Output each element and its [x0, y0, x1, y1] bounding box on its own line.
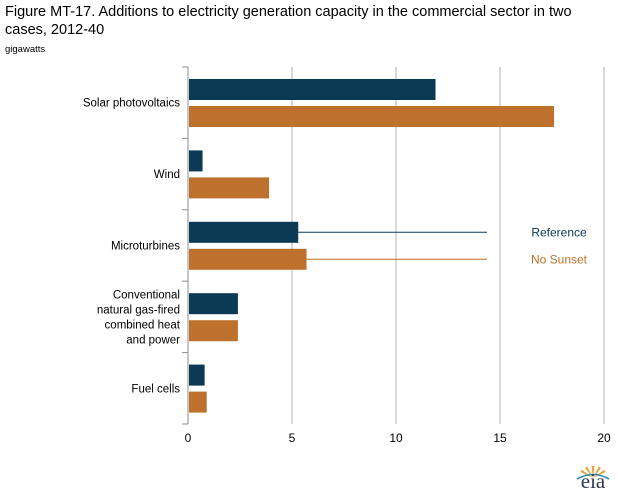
bar-reference [189, 150, 203, 172]
bars [189, 79, 555, 413]
bar-no-sunset [189, 320, 238, 342]
bar-reference [189, 221, 299, 243]
sun-rays-icon [576, 466, 610, 480]
unit-label: gigawatts [5, 44, 46, 55]
x-tick-labels: 0 5 10 15 20 [185, 431, 611, 445]
bar-no-sunset [189, 177, 270, 199]
x-tick-label: 15 [493, 431, 507, 445]
axes [182, 66, 189, 425]
bar-no-sunset [189, 106, 555, 127]
bar-reference [189, 364, 205, 386]
bar-no-sunset [189, 391, 207, 413]
category-label: Microturbines [111, 241, 180, 253]
x-tick-label: 5 [289, 431, 296, 445]
bar-no-sunset [189, 248, 307, 270]
x-tick-label: 10 [389, 431, 403, 445]
category-label: Conventional natural gas-fired combined he… [97, 289, 181, 346]
x-tick-label: 0 [185, 431, 192, 445]
category-labels: Solar photovoltaics Wind Microturbines Conv… [83, 98, 181, 396]
x-tick-label: 20 [597, 431, 611, 445]
chart-title: Figure MT-17. Additions to electricity g… [5, 4, 572, 38]
bar-reference [189, 293, 238, 315]
bar-reference [189, 79, 436, 100]
eia-logo: eia [571, 458, 615, 494]
category-label: Fuel cells [131, 383, 180, 395]
legend: Reference No Sunset [298, 225, 588, 266]
legend-label: No Sunset [531, 252, 588, 266]
category-label: Solar photovoltaics [83, 98, 180, 110]
category-label: Wind [154, 169, 180, 181]
logo-text: eia [580, 469, 606, 493]
legend-label: Reference [531, 225, 587, 239]
